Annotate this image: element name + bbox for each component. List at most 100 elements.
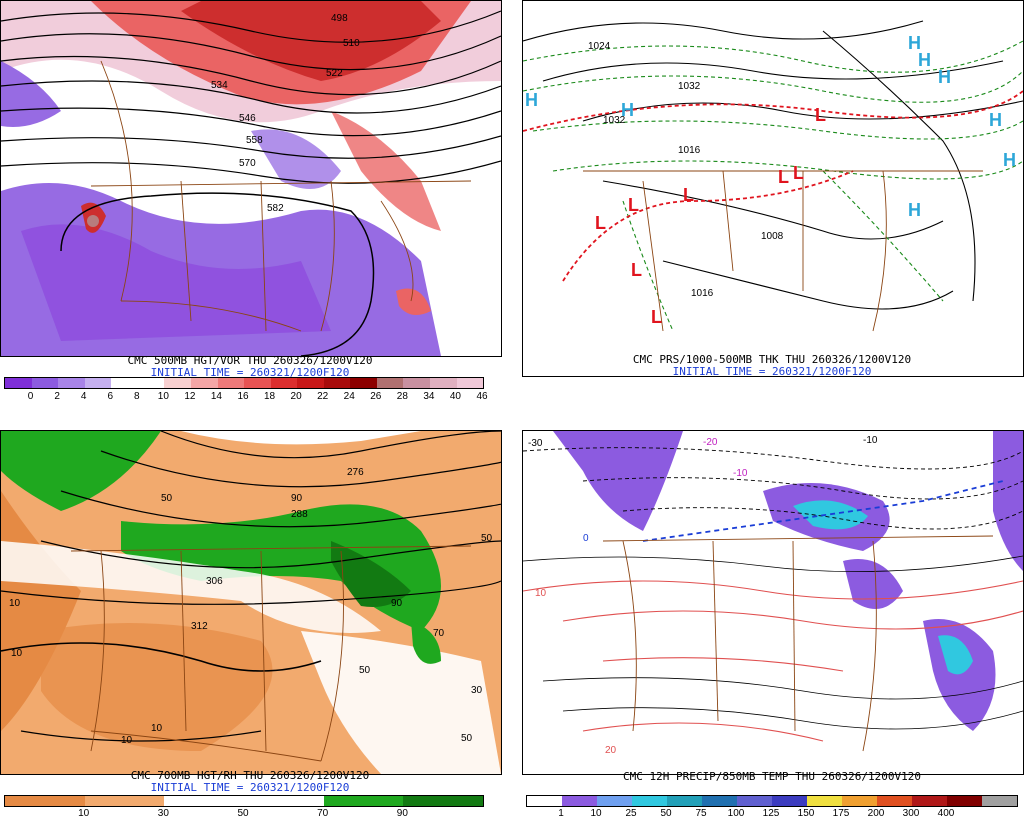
colorbar-swatch	[982, 796, 1017, 806]
colorbar-swatch	[84, 378, 112, 388]
height-contours	[1, 10, 501, 356]
low-pressure-marker: L	[595, 213, 606, 233]
rh-label: 70	[433, 628, 445, 639]
contour-label: 498	[331, 13, 348, 24]
colorbar-tick-label: 75	[695, 808, 707, 819]
colorbar-swatch	[31, 378, 59, 388]
colorbar-tick-label: 400	[937, 808, 955, 819]
political-borders	[90, 60, 472, 332]
colorbar-swatch	[5, 378, 32, 388]
colorbar-tick-label: 24	[343, 391, 355, 402]
temp-label: 0	[583, 533, 589, 544]
colorbar-tick-label: 26	[370, 391, 382, 402]
colorbar	[526, 795, 1018, 807]
high-pressure-marker: H	[525, 90, 538, 110]
isobar-label: 1032	[603, 115, 626, 126]
colorbar-tick-label: 0	[27, 391, 34, 402]
map-700mb-rh: 10 50 90 50 10 70 50 10 10 50 30 90 276 …	[0, 430, 502, 775]
colorbar-tick-label: 25	[625, 808, 637, 819]
colorbar	[4, 795, 484, 807]
colorbar-tick-label: 90	[396, 808, 408, 819]
colorbar-tick-label: 200	[867, 808, 885, 819]
colorbar-tick-label: 18	[263, 391, 276, 402]
contour-label: 570	[239, 158, 256, 169]
panel-500mb-vorticity: 498 510 522 534 546 558 570 582 CMC 500M…	[0, 0, 504, 409]
panel-caption: CMC PRS/1000-500MB THK THU 260326/1200V1…	[522, 354, 1022, 378]
colorbar-tick-label: 10	[157, 391, 169, 402]
temp-label: 10	[535, 588, 547, 599]
colorbar-tick-label: 40	[449, 391, 461, 402]
rh-labels: 10 50 90 50 10 70 50 10 10 50 30 90	[9, 493, 493, 746]
colorbar-tick-label: 70	[317, 808, 329, 819]
map-precip-850mb-temp: -20 -10 0 10 20 -30 -10	[522, 430, 1024, 775]
colorbar-swatch	[111, 378, 138, 388]
precip-shading	[553, 431, 1023, 731]
colorbar-swatch	[190, 378, 218, 388]
height-contours	[1, 431, 501, 742]
isobar-label: 1016	[691, 288, 714, 299]
rh-label: 30	[471, 685, 483, 696]
low-pressure-marker: L	[778, 167, 789, 187]
political-borders	[70, 545, 472, 762]
high-pressure-marker: H	[621, 100, 634, 120]
map-pressure-thickness: H H H H H H H H L L L L L L L L 1024 103…	[522, 0, 1024, 377]
political-borders	[602, 535, 994, 752]
colorbar-swatch	[244, 796, 324, 806]
colorbar-ticks: 1 10 25 50 75 100 125 150 175 200 300 400	[526, 808, 1016, 820]
colorbar-swatch	[702, 796, 737, 806]
isobar-label: 1024	[588, 41, 611, 52]
colorbar-tick-label: 6	[107, 391, 113, 402]
panel-init-time: INITIAL TIME = 260321/1200F120	[150, 781, 350, 794]
colorbar-tick-label: 150	[797, 808, 815, 819]
colorbar-tick-label: 22	[317, 391, 329, 402]
low-pressure-marker: L	[815, 105, 826, 125]
rh-label: 50	[161, 493, 173, 504]
contour-label: 534	[211, 80, 228, 91]
colorbar-swatch	[323, 378, 351, 388]
colorbar-tick-label: 10	[590, 808, 602, 819]
low-pressure-marker: L	[793, 163, 804, 183]
temp-contours-warm	[523, 580, 1023, 742]
isobar-labels: 1024 1032 1032 1016 1008 1016	[588, 41, 784, 299]
temp-label: -10	[733, 468, 748, 479]
contour-labels: 498 510 522 534 546 558 570 582	[211, 13, 360, 214]
colorbar-tick-label: 12	[184, 391, 196, 402]
political-borders	[583, 170, 983, 332]
panel-title: CMC 700MB HGT/RH THU 260326/1200V120	[130, 769, 370, 782]
colorbar-swatch	[403, 796, 484, 806]
colorbar-tick-label: 20	[290, 391, 302, 402]
colorbar-tick-label: 46	[476, 391, 488, 402]
high-pressure-marker: H	[938, 67, 951, 87]
colorbar	[4, 377, 484, 389]
rh-label: 50	[461, 733, 473, 744]
colorbar-tick-label: 2	[54, 391, 60, 402]
contour-label: 306	[206, 576, 223, 587]
isobars	[523, 20, 1023, 310]
temp-label: -30	[528, 438, 543, 449]
colorbar-tick-label: 100	[727, 808, 745, 819]
colorbar-swatch	[403, 378, 430, 388]
colorbar-tick-label: 300	[902, 808, 920, 819]
panel-700mb-rh: 10 50 90 50 10 70 50 10 10 50 30 90 276 …	[0, 430, 504, 819]
temp-label: -10	[863, 435, 878, 446]
colorbar-tick-label: 50	[660, 808, 672, 819]
low-pressure-marker: L	[683, 185, 694, 205]
colorbar-swatch	[164, 378, 191, 388]
high-pressure-marker: H	[989, 110, 1002, 130]
high-pressure-marker: H	[1003, 150, 1016, 170]
colorbar-tick-label: 34	[423, 391, 435, 402]
panel-init-time: INITIAL TIME = 260321/1200F120	[150, 366, 350, 379]
colorbar-tick-label: 14	[210, 391, 222, 402]
isobar-label: 1016	[678, 145, 701, 156]
colorbar-swatch	[84, 796, 165, 806]
low-pressure-marker: L	[628, 195, 639, 215]
panel-caption: CMC 500MB HGT/VOR THU 260326/1200V120 IN…	[0, 355, 500, 379]
colorbar-swatch	[5, 796, 85, 806]
colorbar-swatch	[323, 796, 404, 806]
high-pressure-marker: H	[908, 200, 921, 220]
panel-pressure-thickness: H H H H H H H H L L L L L L L L 1024 103…	[520, 0, 1024, 409]
panel-caption: CMC 700MB HGT/RH THU 260326/1200V120 INI…	[0, 770, 500, 794]
rh-label: 10	[11, 648, 23, 659]
temp-label: -20	[703, 437, 718, 448]
rh-label: 90	[391, 598, 403, 609]
